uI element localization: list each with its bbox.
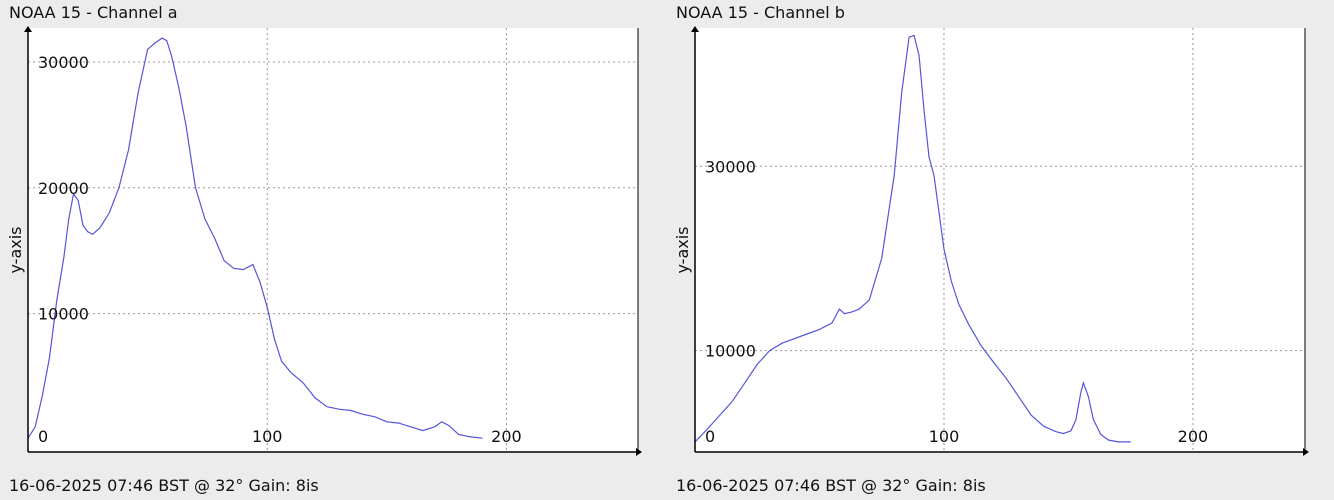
y-axis-arrow [691,26,699,32]
chart-title: NOAA 15 - Channel a [9,3,178,22]
x-tick-label: 100 [929,427,960,446]
plot-area: 0 100 200 10000 20000 30000 y-axis [6,26,642,456]
chart-footer: 16-06-2025 07:46 BST @ 32° Gain: 8is [9,476,319,495]
chart-title: NOAA 15 - Channel b [676,3,845,22]
plot-area: 0 100 200 10000 30000 y-axis [673,26,1309,456]
plot-background [28,28,638,452]
x-tick-label: 0 [38,427,48,446]
x-tick-label: 200 [491,427,522,446]
chart-footer: 16-06-2025 07:46 BST @ 32° Gain: 8is [676,476,986,495]
y-tick-label: 30000 [705,157,756,176]
x-axis-arrow [1303,448,1309,456]
x-axis-arrow [636,448,642,456]
series-line [694,34,1131,443]
chart-panel-channel-b: NOAA 15 - Channel b 0 100 200 10000 30000 y-a… [667,0,1327,500]
plot-background [695,28,1305,452]
y-axis-label: y-axis [673,226,692,273]
x-tick-label: 0 [705,427,715,446]
series-line [27,37,483,439]
y-tick-label: 20000 [38,179,89,198]
y-tick-label: 10000 [705,342,756,361]
y-axis-arrow [24,26,32,32]
y-tick-label: 10000 [38,305,89,324]
x-tick-label: 200 [1178,427,1209,446]
chart-panel-channel-a: NOAA 15 - Channel a 0 100 200 10000 20000 300… [0,0,660,500]
y-axis-label: y-axis [6,226,25,273]
y-tick-label: 30000 [38,53,89,72]
x-tick-label: 100 [252,427,283,446]
